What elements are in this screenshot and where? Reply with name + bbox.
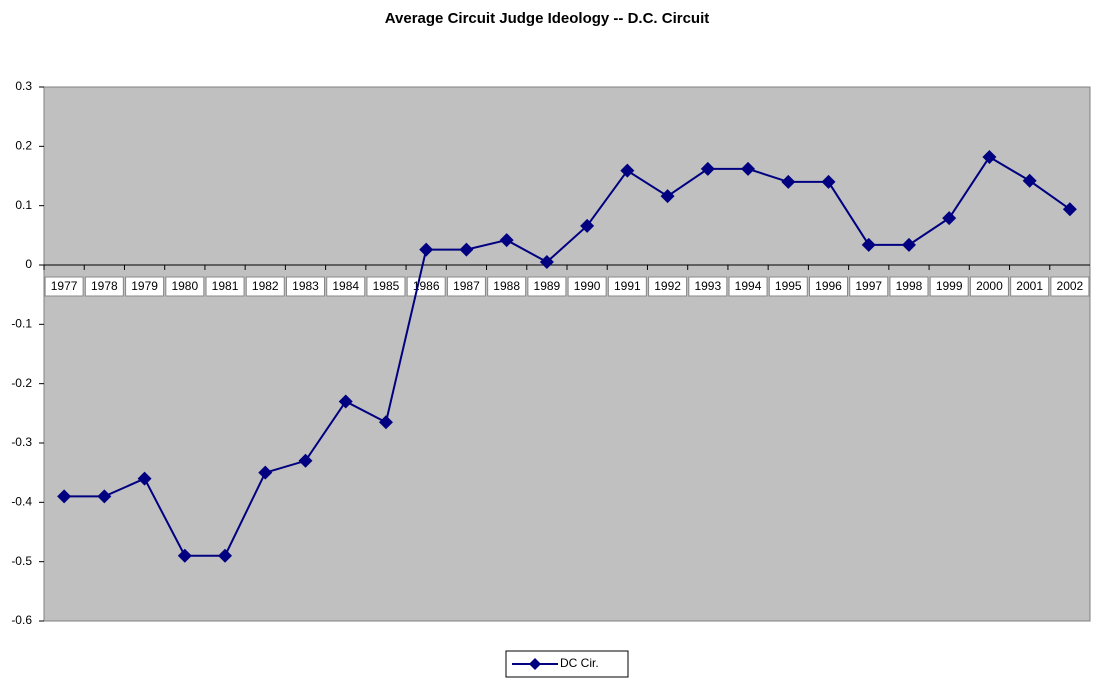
- x-label-box: [1010, 276, 1050, 297]
- marker: [57, 489, 72, 504]
- y-tick-label: 0.3: [15, 79, 32, 93]
- x-label-box: [245, 276, 285, 297]
- x-tick-label: 1990: [574, 279, 601, 293]
- x-label-box: [326, 276, 366, 297]
- marker: [218, 548, 233, 563]
- x-label-box: [165, 276, 205, 297]
- x-tick-label: 1994: [735, 279, 762, 293]
- marker: [700, 161, 715, 176]
- x-label-box: [607, 276, 647, 297]
- marker: [338, 394, 353, 409]
- x-label-box: [929, 276, 969, 297]
- y-tick-label: -0.6: [11, 613, 32, 627]
- marker: [982, 150, 997, 165]
- x-label-box: [125, 276, 165, 297]
- x-tick-label: 1998: [896, 279, 923, 293]
- x-tick-label: 1989: [534, 279, 561, 293]
- marker: [97, 489, 112, 504]
- x-tick-label: 2000: [976, 279, 1003, 293]
- marker: [781, 174, 796, 189]
- x-label-box: [849, 276, 889, 297]
- x-tick-label: 1979: [131, 279, 158, 293]
- x-label-box: [446, 276, 486, 297]
- marker: [741, 161, 756, 176]
- marker: [258, 465, 273, 480]
- y-tick-label: -0.4: [11, 495, 32, 509]
- x-label-box: [527, 276, 567, 297]
- x-tick-label: 1984: [332, 279, 359, 293]
- x-tick-label: 1996: [815, 279, 842, 293]
- x-label-box: [44, 276, 84, 297]
- x-tick-label: 1986: [413, 279, 440, 293]
- y-tick-label: 0.2: [15, 139, 32, 153]
- x-label-box: [84, 276, 124, 297]
- y-tick-label: -0.1: [11, 317, 32, 331]
- x-label-box: [567, 276, 607, 297]
- x-label-box: [487, 276, 527, 297]
- x-tick-label: 1999: [936, 279, 963, 293]
- marker: [942, 211, 957, 226]
- legend-label: DC Cir.: [560, 656, 599, 670]
- x-tick-label: 1985: [373, 279, 400, 293]
- marker: [378, 415, 393, 430]
- x-label-box: [648, 276, 688, 297]
- y-tick-label: -0.5: [11, 554, 32, 568]
- marker: [1022, 173, 1037, 188]
- x-label-box: [768, 276, 808, 297]
- marker: [660, 189, 675, 204]
- x-tick-label: 1991: [614, 279, 641, 293]
- chart-title: Average Circuit Judge Ideology -- D.C. C…: [385, 10, 710, 27]
- y-tick-label: 0: [25, 257, 32, 271]
- x-label-box: [205, 276, 245, 297]
- x-label-box: [809, 276, 848, 297]
- x-tick-label: 1995: [775, 279, 802, 293]
- x-label-box: [889, 276, 929, 297]
- plot-area: [43, 86, 1091, 622]
- legend-marker: [529, 658, 541, 670]
- marker: [137, 471, 152, 486]
- marker: [821, 174, 836, 189]
- x-label-box: [688, 276, 728, 297]
- marker: [861, 237, 876, 252]
- y-tick-label: 0.1: [15, 198, 32, 212]
- marker: [1062, 202, 1077, 217]
- x-label-box: [1050, 276, 1090, 297]
- marker: [539, 255, 554, 270]
- marker: [620, 163, 635, 178]
- x-tick-label: 1982: [252, 279, 279, 293]
- x-tick-label: 2002: [1057, 279, 1084, 293]
- x-tick-label: 2001: [1016, 279, 1043, 293]
- marker: [298, 453, 313, 468]
- marker: [499, 233, 514, 248]
- x-tick-label: 1987: [453, 279, 480, 293]
- y-tick-label: -0.2: [11, 376, 32, 390]
- x-label-box: [366, 276, 406, 297]
- marker: [419, 242, 434, 257]
- x-tick-label: 1997: [855, 279, 882, 293]
- x-label-box: [728, 276, 768, 297]
- marker: [459, 242, 474, 257]
- marker: [901, 237, 916, 252]
- x-tick-label: 1981: [212, 279, 239, 293]
- x-tick-label: 1992: [654, 279, 681, 293]
- x-tick-label: 1983: [292, 279, 319, 293]
- x-tick-label: 1977: [51, 279, 78, 293]
- x-tick-label: 1993: [694, 279, 721, 293]
- x-tick-label: 1980: [171, 279, 198, 293]
- x-label-box: [969, 276, 1009, 297]
- x-label-box: [286, 276, 325, 297]
- y-tick-label: -0.3: [11, 435, 32, 449]
- x-tick-label: 1978: [91, 279, 118, 293]
- marker: [580, 218, 595, 233]
- marker: [177, 548, 192, 563]
- x-tick-label: 1988: [493, 279, 520, 293]
